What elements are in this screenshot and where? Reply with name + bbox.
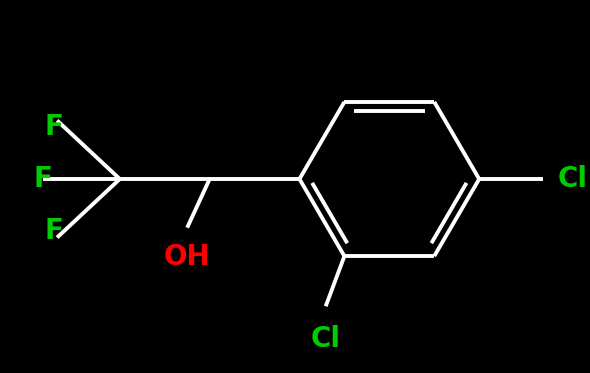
Text: Cl: Cl bbox=[558, 165, 588, 193]
Text: F: F bbox=[45, 113, 64, 141]
Text: F: F bbox=[45, 217, 64, 245]
Text: F: F bbox=[34, 165, 53, 193]
Text: Cl: Cl bbox=[311, 325, 340, 353]
Text: OH: OH bbox=[164, 243, 211, 271]
